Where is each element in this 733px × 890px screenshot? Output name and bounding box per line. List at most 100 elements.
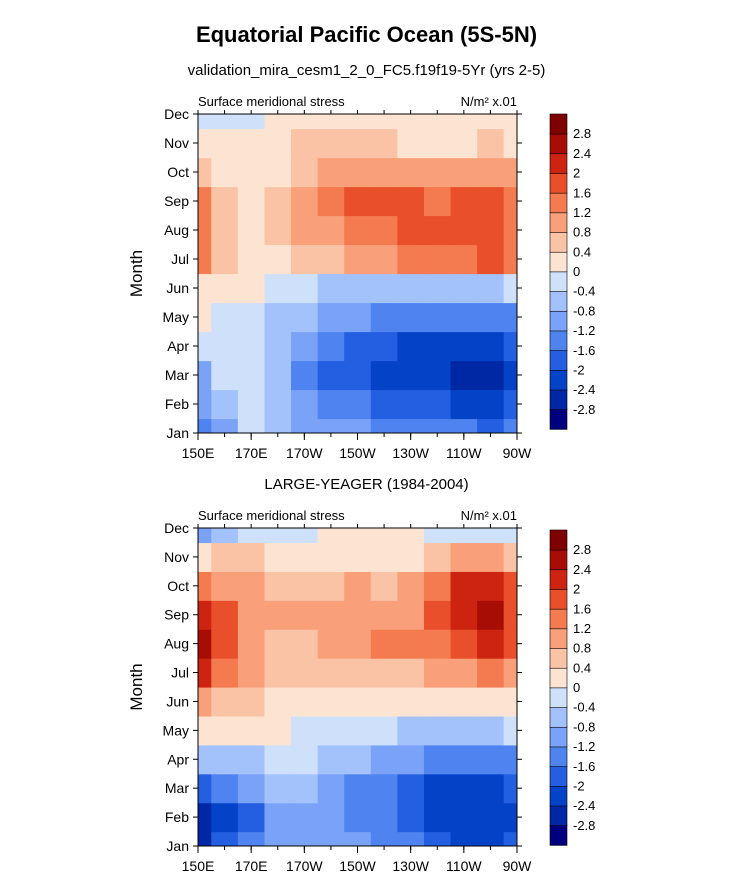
contour-cell (503, 802, 517, 833)
contour-cell (237, 114, 266, 130)
contour-cell (477, 528, 505, 544)
contour-cell (291, 360, 319, 391)
colorbar-box (549, 569, 568, 590)
contour-cell (503, 389, 517, 420)
contour-cell (237, 744, 266, 775)
colorbar-label: -0.4 (573, 284, 595, 299)
contour-cell (211, 389, 239, 420)
contour-cell (211, 360, 239, 391)
contour-cell (477, 157, 505, 188)
contour-cell (370, 157, 398, 188)
y-axis-label: Month (127, 250, 146, 297)
colorbar-label: 0 (573, 680, 580, 695)
contour-cell (477, 542, 505, 572)
contour-cell (477, 114, 505, 130)
contour-cell (450, 114, 478, 130)
x-tick-label: 150W (339, 445, 376, 461)
contour-cell (264, 331, 292, 362)
colorbar-label: -2.4 (573, 798, 595, 813)
colorbar-box (549, 113, 568, 135)
contour-cell (450, 186, 478, 217)
colorbar-box (549, 785, 568, 807)
contour-cell (477, 215, 505, 246)
contour-cell (237, 629, 266, 659)
contour-cell (503, 186, 517, 217)
contour-cell (397, 128, 425, 159)
contour-cell (344, 273, 372, 304)
contour-cell (477, 802, 505, 833)
contour-cell (344, 418, 372, 433)
contour-cell (503, 331, 517, 362)
contour-cell (237, 186, 266, 217)
contour-cell (503, 418, 517, 433)
contour-cell (211, 302, 239, 333)
contour-cell (291, 542, 319, 572)
contour-cell (423, 215, 452, 246)
colorbar-label: -2.8 (573, 402, 595, 417)
x-tick-label: 110W (446, 445, 482, 461)
colorbar-box (549, 765, 568, 787)
contour-cell (211, 744, 239, 775)
contour-cell (344, 244, 372, 275)
contour-cell (370, 302, 398, 333)
contour-cell (344, 389, 372, 420)
contour-cell (291, 302, 319, 333)
contour-cell (450, 744, 478, 775)
contour-cell (503, 600, 517, 630)
x-tick-label: 150W (339, 858, 376, 874)
contour-cell (291, 802, 319, 833)
contour-cell (237, 157, 266, 188)
contour-cell (450, 571, 478, 601)
contour-cell (423, 802, 452, 833)
contour-cell (450, 215, 478, 246)
x-tick-label: 130W (392, 858, 429, 874)
colorbar-label: 1.2 (573, 621, 591, 636)
contour-cell (423, 571, 452, 601)
contour-cell (291, 600, 319, 630)
x-tick-label: 170E (235, 445, 268, 461)
contour-cell (264, 418, 292, 433)
contour-cell (423, 244, 452, 275)
contour-cell (370, 658, 398, 688)
contour-cell (397, 715, 425, 746)
contour-cell (211, 418, 239, 433)
contour-cell (291, 157, 319, 188)
y-tick-label: Oct (167, 578, 189, 594)
contour-cell (397, 215, 425, 246)
contour-cell (264, 114, 292, 130)
contour-cell (264, 629, 292, 659)
colorbar-box (549, 549, 568, 571)
contour-cell (317, 302, 345, 333)
contour-cell (264, 389, 292, 420)
contour-cell (211, 831, 239, 846)
contour-cell (423, 600, 452, 630)
y-tick-label: Aug (164, 222, 189, 238)
contour-cell (264, 186, 292, 217)
contour-cell (291, 418, 319, 433)
contour-cell (370, 128, 398, 159)
contour-cell (370, 773, 398, 804)
contour-cell (423, 389, 452, 420)
contour-cell (503, 273, 517, 304)
contour-cell (198, 244, 212, 275)
contour-cell (291, 389, 319, 420)
contour-cell (423, 629, 452, 659)
contour-cell (344, 773, 372, 804)
contour-cell (317, 244, 345, 275)
contour-cell (317, 157, 345, 188)
contour-cell (423, 542, 452, 572)
contour-cell (264, 273, 292, 304)
contour-cell (291, 571, 319, 601)
contour-cell (211, 114, 239, 130)
contour-cell (317, 273, 345, 304)
contour-cell (317, 418, 345, 433)
contour-cell (370, 528, 398, 544)
contour-cell (291, 128, 319, 159)
contour-cell (503, 528, 517, 544)
contour-cell (370, 244, 398, 275)
contour-cell (198, 215, 212, 246)
contour-cell (237, 360, 266, 391)
colorbar-label: -2.8 (573, 818, 595, 833)
contour-cell (264, 600, 292, 630)
y-tick-label: Feb (165, 396, 189, 412)
